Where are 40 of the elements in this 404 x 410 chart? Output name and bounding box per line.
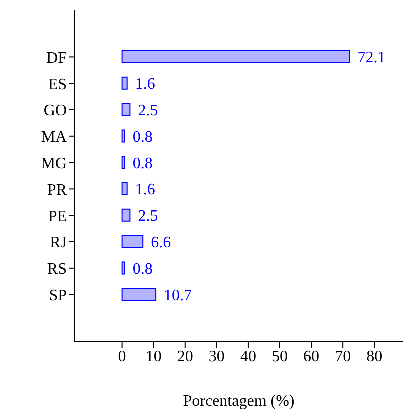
x-tick-label: 30: [208, 348, 225, 366]
data-label: 10.7: [164, 287, 192, 304]
bar: [122, 208, 131, 222]
bar: [122, 235, 144, 248]
y-tick-label: PE: [48, 208, 67, 226]
x-tick-label: 70: [335, 348, 352, 366]
x-tick-label: 10: [146, 348, 162, 366]
y-tick-label: MG: [41, 155, 68, 172]
y-tick-label: RJ: [50, 234, 67, 252]
data-label: 6.6: [151, 234, 172, 252]
x-tick-label: 20: [177, 348, 194, 366]
bar: [122, 103, 131, 116]
data-label: 2.5: [138, 102, 158, 120]
data-label: 0.8: [132, 128, 153, 146]
data-label: 1.6: [135, 76, 156, 94]
x-tick-label: 0: [118, 348, 126, 366]
y-tick-label: SP: [49, 287, 68, 304]
data-label: 0.8: [132, 155, 153, 172]
bar: [122, 50, 350, 64]
y-tick-label: GO: [44, 102, 67, 120]
x-tick-label: 80: [366, 348, 383, 366]
bar: [122, 130, 126, 143]
y-tick-label: DF: [46, 50, 68, 67]
data-label: 0.8: [132, 260, 153, 278]
bar: [122, 182, 128, 196]
x-tick-label: 50: [272, 348, 288, 366]
data-label: 1.6: [135, 182, 156, 199]
x-tick-label: 60: [304, 348, 320, 366]
x-axis-title: Porcentagem (%): [183, 393, 295, 410]
bar: [122, 156, 126, 170]
data-label: 2.5: [138, 208, 158, 226]
data-label: 72.1: [358, 50, 386, 67]
bar: [122, 288, 157, 302]
bar: [122, 76, 128, 90]
y-tick-label: PR: [47, 182, 68, 199]
y-tick-label: ES: [48, 76, 67, 94]
y-tick-label: RS: [47, 261, 67, 278]
y-tick-label: MA: [41, 129, 68, 146]
bar: [122, 262, 126, 275]
x-tick-label: 40: [240, 348, 256, 366]
